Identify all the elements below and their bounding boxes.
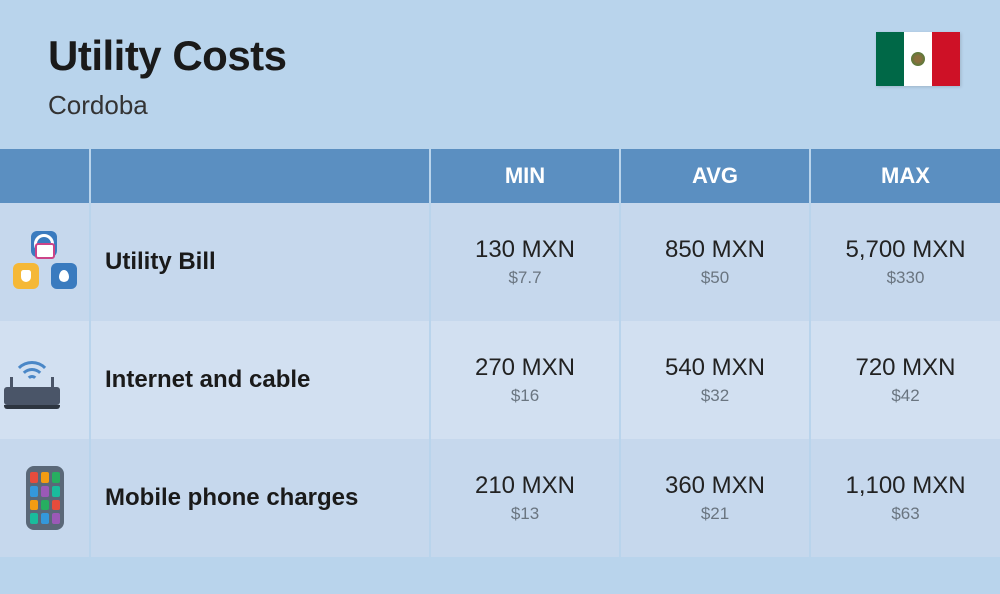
max-primary: 1,100 MXN [811, 472, 1000, 500]
col-max: MAX [810, 149, 1000, 203]
mexico-flag-icon [876, 32, 960, 86]
max-primary: 720 MXN [811, 354, 1000, 382]
avg-primary: 850 MXN [621, 236, 809, 264]
cell-min: 270 MXN $16 [430, 321, 620, 439]
page-subtitle: Cordoba [48, 90, 287, 121]
table-header-row: MIN AVG MAX [0, 149, 1000, 203]
cell-icon [0, 439, 90, 557]
header: Utility Costs Cordoba [0, 0, 1000, 149]
min-secondary: $16 [431, 386, 619, 406]
cell-min: 130 MXN $7.7 [430, 203, 620, 321]
avg-primary: 540 MXN [621, 354, 809, 382]
avg-secondary: $32 [621, 386, 809, 406]
col-icon [0, 149, 90, 203]
cell-avg: 850 MXN $50 [620, 203, 810, 321]
cell-icon [0, 321, 90, 439]
col-min: MIN [430, 149, 620, 203]
cell-avg: 360 MXN $21 [620, 439, 810, 557]
title-block: Utility Costs Cordoba [48, 32, 287, 121]
col-label [90, 149, 430, 203]
col-avg: AVG [620, 149, 810, 203]
cell-avg: 540 MXN $32 [620, 321, 810, 439]
utility-costs-table: MIN AVG MAX Utility Bill 130 MXN $7.7 85… [0, 149, 1000, 557]
min-secondary: $7.7 [431, 268, 619, 288]
utility-bill-icon [13, 231, 77, 289]
row-label: Utility Bill [90, 203, 430, 321]
max-primary: 5,700 MXN [811, 236, 1000, 264]
min-primary: 130 MXN [431, 236, 619, 264]
avg-secondary: $50 [621, 268, 809, 288]
avg-primary: 360 MXN [621, 472, 809, 500]
cell-max: 5,700 MXN $330 [810, 203, 1000, 321]
avg-secondary: $21 [621, 504, 809, 524]
max-secondary: $42 [811, 386, 1000, 406]
page-title: Utility Costs [48, 32, 287, 80]
router-icon [0, 351, 64, 409]
table-row: Internet and cable 270 MXN $16 540 MXN $… [0, 321, 1000, 439]
cell-max: 720 MXN $42 [810, 321, 1000, 439]
row-label: Internet and cable [90, 321, 430, 439]
cell-min: 210 MXN $13 [430, 439, 620, 557]
max-secondary: $63 [811, 504, 1000, 524]
table-row: Utility Bill 130 MXN $7.7 850 MXN $50 5,… [0, 203, 1000, 321]
min-primary: 210 MXN [431, 472, 619, 500]
table-row: Mobile phone charges 210 MXN $13 360 MXN… [0, 439, 1000, 557]
phone-icon [26, 466, 64, 530]
max-secondary: $330 [811, 268, 1000, 288]
min-secondary: $13 [431, 504, 619, 524]
cell-icon [0, 203, 90, 321]
min-primary: 270 MXN [431, 354, 619, 382]
row-label: Mobile phone charges [90, 439, 430, 557]
cell-max: 1,100 MXN $63 [810, 439, 1000, 557]
